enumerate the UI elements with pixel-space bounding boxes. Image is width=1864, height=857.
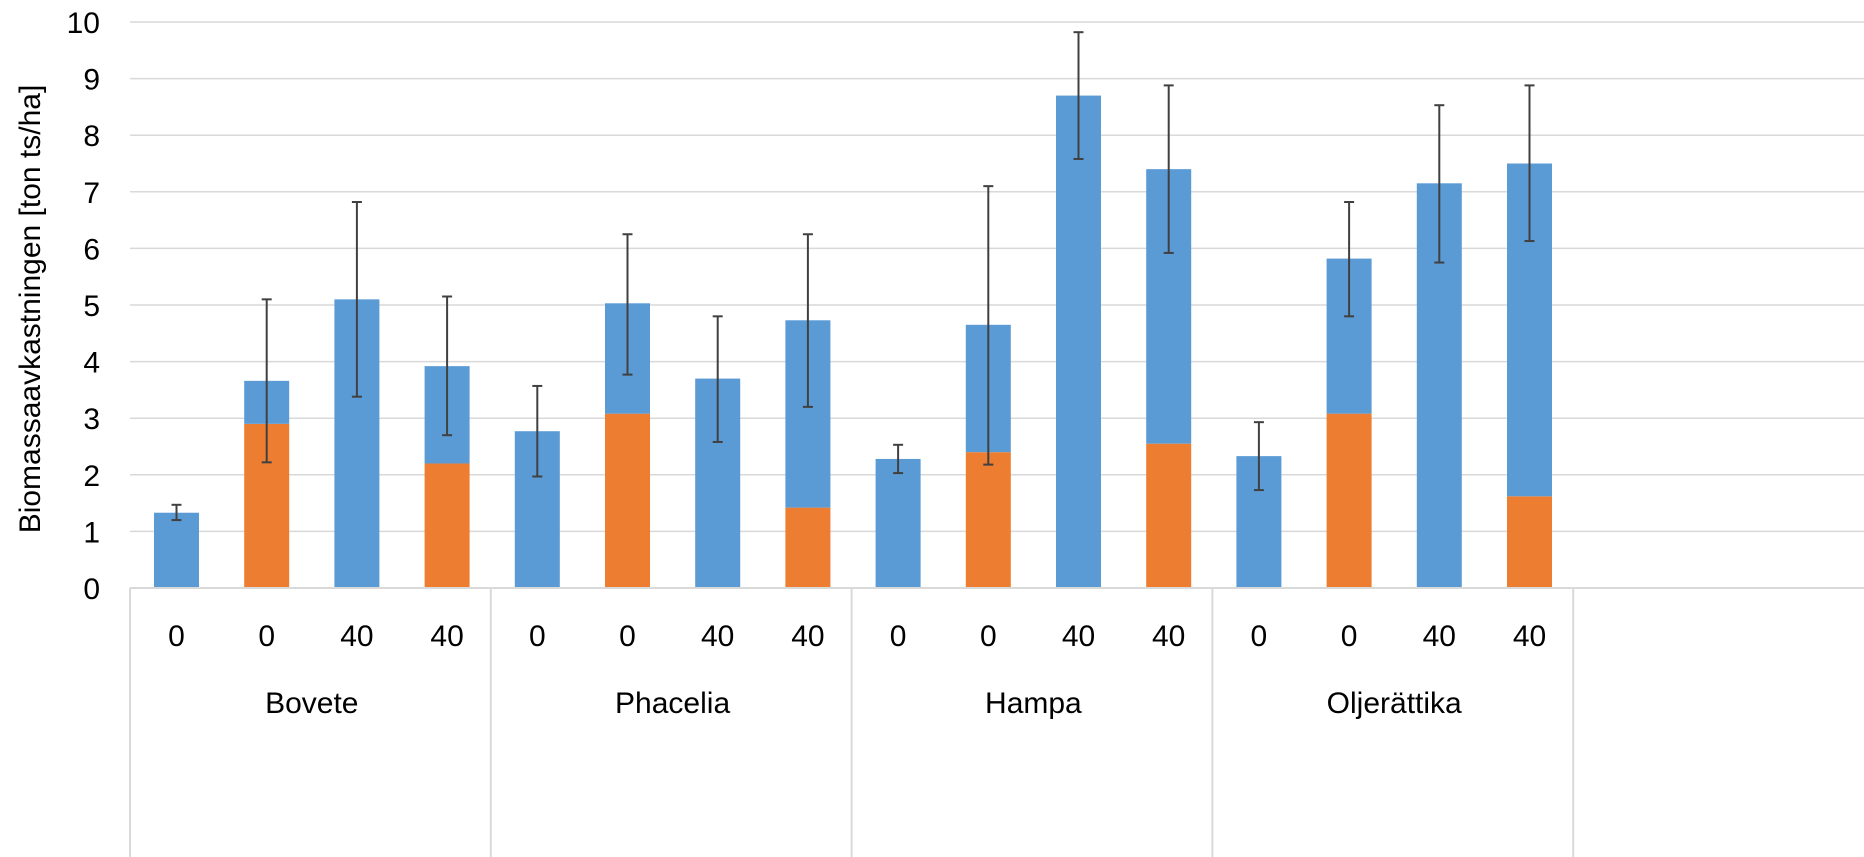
y-tick-label: 6 <box>83 233 100 266</box>
group-label: Hampa <box>985 687 1082 720</box>
error-bar <box>351 200 362 398</box>
y-tick-label: 8 <box>83 120 100 153</box>
y-tick-label: 3 <box>83 403 100 436</box>
y-tick-label: 0 <box>83 573 100 606</box>
error-bars <box>171 31 1535 522</box>
bar-segment-orange <box>424 463 470 588</box>
x-tick-label: 0 <box>258 620 275 653</box>
y-tick-label: 10 <box>67 7 100 40</box>
group-label: Bovete <box>265 687 358 720</box>
error-bar <box>532 384 543 478</box>
error-bar <box>893 443 904 475</box>
y-axis-ticks: 0 1 2 3 4 5 6 7 8 9 10 <box>67 7 100 606</box>
bars <box>154 95 1552 588</box>
bar-segment-orange <box>965 452 1011 588</box>
error-bar <box>983 185 994 466</box>
x-tick-label: 0 <box>980 620 997 653</box>
error-bar <box>1524 84 1535 243</box>
error-bar <box>1344 200 1355 318</box>
bar-segment-blue <box>154 512 199 588</box>
error-bar <box>442 295 453 437</box>
bar-segment-orange <box>785 507 831 588</box>
x-tick-label: 40 <box>430 620 463 653</box>
x-tick-label: 0 <box>529 620 546 653</box>
error-bar <box>1434 104 1445 264</box>
x-tick-label: 40 <box>1513 620 1546 653</box>
x-tick-label: 0 <box>619 620 636 653</box>
error-bar <box>1163 84 1174 254</box>
bar-segment-orange <box>605 413 650 588</box>
x-tick-label: 40 <box>791 620 824 653</box>
x-tick-label: 0 <box>1251 620 1268 653</box>
bar-segment-blue <box>875 458 921 588</box>
x-tick-label: 0 <box>890 620 907 653</box>
bar-segment-blue <box>1056 95 1101 588</box>
x-tick-label: 40 <box>701 620 734 653</box>
x-tick-label: 0 <box>168 620 185 653</box>
bar-segment-orange <box>1507 496 1552 588</box>
y-tick-label: 5 <box>83 290 100 323</box>
x-tick-label: 40 <box>1062 620 1095 653</box>
bar-segment-orange <box>1146 443 1192 588</box>
y-tick-label: 9 <box>83 64 100 97</box>
y-axis-label: Biomassaavkastningen [ton ts/ha] <box>14 85 47 534</box>
y-tick-label: 2 <box>83 460 100 493</box>
error-bar <box>1073 31 1084 160</box>
x-tick-label: 40 <box>1423 620 1456 653</box>
bar-segment-orange <box>1326 413 1372 588</box>
x-tick-label: 40 <box>1152 620 1185 653</box>
y-tick-label: 4 <box>83 347 100 380</box>
group-label: Oljerättika <box>1327 687 1462 720</box>
error-bar <box>802 233 813 408</box>
x-axis: 0 0 40 40 0 0 40 40 0 0 40 40 0 0 40 40 Bovete Phacelia Ha… <box>129 587 1864 857</box>
error-bar <box>622 233 633 376</box>
error-bar <box>171 503 182 522</box>
error-bar <box>712 315 723 443</box>
error-bar <box>261 298 272 464</box>
x-tick-label: 0 <box>1341 620 1358 653</box>
gridlines <box>130 21 1864 533</box>
x-tick-label: 40 <box>340 620 373 653</box>
y-tick-label: 1 <box>83 516 100 549</box>
y-tick-label: 7 <box>83 177 100 210</box>
group-label: Phacelia <box>615 687 730 720</box>
error-bar <box>1253 421 1264 492</box>
